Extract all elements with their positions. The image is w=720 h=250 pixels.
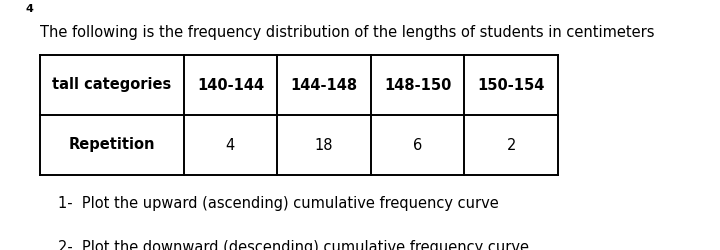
Text: 6: 6 [413,138,422,152]
Text: tall categories: tall categories [52,78,171,92]
Text: 1-  Plot the upward (ascending) cumulative frequency curve: 1- Plot the upward (ascending) cumulativ… [58,196,498,211]
Text: 18: 18 [315,138,333,152]
Text: 4: 4 [226,138,235,152]
Text: 2: 2 [506,138,516,152]
Text: Repetition: Repetition [68,138,155,152]
Text: 4: 4 [25,4,33,14]
Text: 148-150: 148-150 [384,78,451,92]
Text: The following is the frequency distribution of the lengths of students in centim: The following is the frequency distribut… [40,25,654,40]
Text: 144-148: 144-148 [290,78,358,92]
Text: 140-144: 140-144 [197,78,264,92]
Text: 2-  Plot the downward (descending) cumulative frequency curve.: 2- Plot the downward (descending) cumula… [58,240,534,250]
Text: 150-154: 150-154 [477,78,545,92]
